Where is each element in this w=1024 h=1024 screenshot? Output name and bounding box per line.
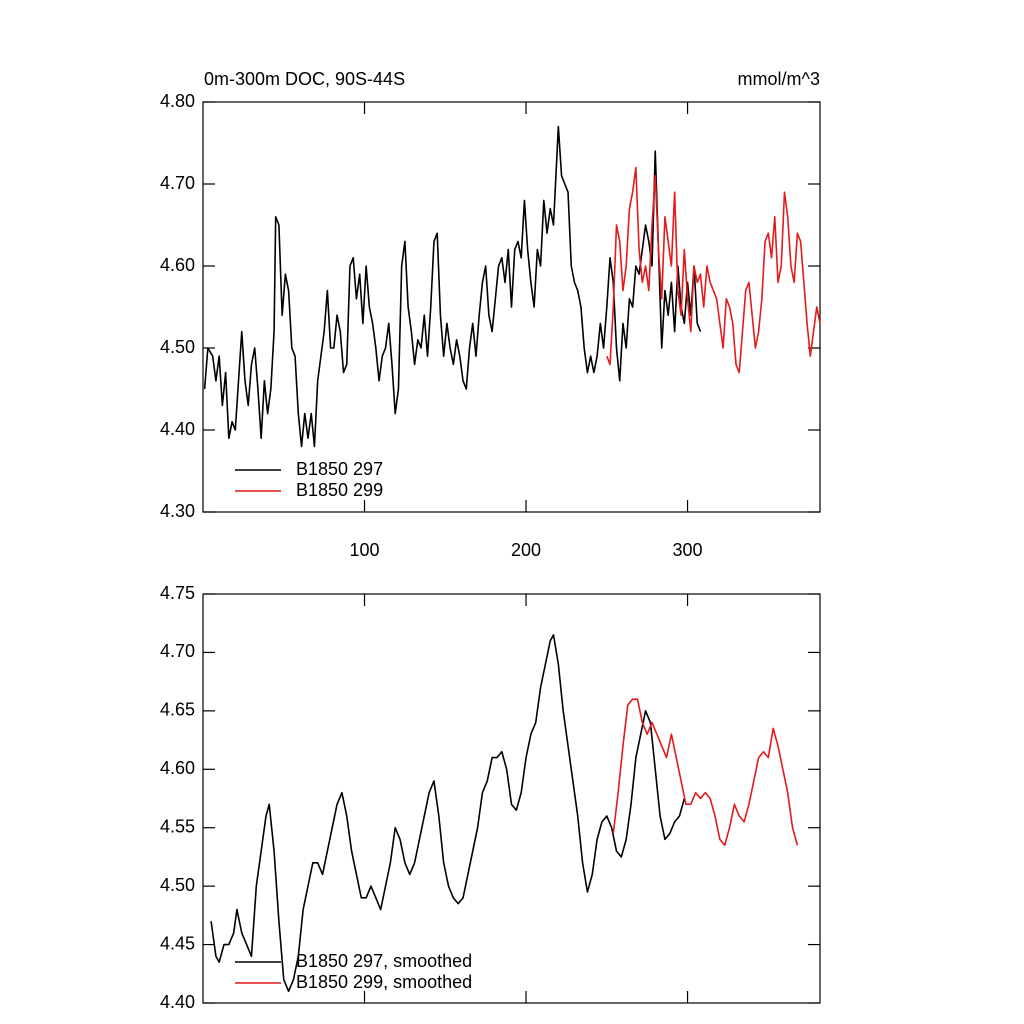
plot-frame: [202, 593, 821, 1004]
y-tick-label: 4.70: [160, 173, 195, 193]
legend-label: B1850 297, smoothed: [296, 951, 472, 971]
y-tick-label: 4.45: [160, 933, 195, 953]
x-tick-label: 200: [511, 540, 541, 560]
y-tick-label: 4.55: [160, 816, 195, 836]
x-tick-label: 300: [673, 540, 703, 560]
y-tick-label: 4.40: [160, 992, 195, 1012]
units-label: mmol/m^3: [738, 69, 820, 89]
y-tick-label: 4.60: [160, 758, 195, 778]
y-tick-label: 4.50: [160, 875, 195, 895]
y-tick-label: 4.50: [160, 337, 195, 357]
y-tick-label: 4.70: [160, 641, 195, 661]
panel-title: 0m-300m DOC, 90S-44S: [204, 69, 405, 89]
data-line: [606, 166, 821, 374]
y-tick-label: 4.60: [160, 255, 195, 275]
y-tick-label: 4.65: [160, 700, 195, 720]
y-tick-label: 4.75: [160, 583, 195, 603]
y-tick-label: 4.80: [160, 91, 195, 111]
legend-label: B1850 297: [296, 459, 383, 479]
legend-label: B1850 299: [296, 480, 383, 500]
data-line: [203, 125, 702, 448]
data-line: [612, 698, 799, 847]
x-tick-label: 100: [349, 540, 379, 560]
data-line: [210, 634, 686, 993]
y-tick-label: 4.40: [160, 419, 195, 439]
plot-frame: [202, 101, 821, 513]
y-tick-label: 4.30: [160, 501, 195, 521]
legend-label: B1850 299, smoothed: [296, 972, 472, 992]
